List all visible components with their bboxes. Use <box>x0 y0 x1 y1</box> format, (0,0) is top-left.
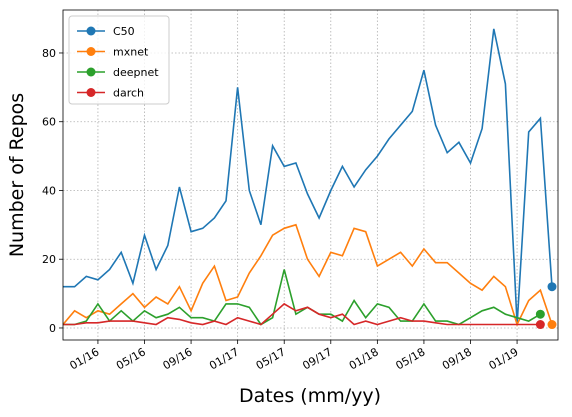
data-line <box>62 223 553 327</box>
x-tick-label: 01/17 <box>207 345 241 372</box>
data-line <box>63 28 553 325</box>
x-axis-label: Dates (mm/yy) <box>239 385 381 407</box>
end-marker <box>535 309 545 319</box>
y-tick-label: 40 <box>42 184 56 197</box>
legend: C50 mxnet deepnet darch <box>68 15 170 105</box>
x-tick-label: 01/19 <box>487 345 521 372</box>
legend-label: deepnet <box>113 66 159 79</box>
x-tick-label: 01/18 <box>347 345 381 372</box>
x-tick-label: 05/17 <box>254 345 288 372</box>
end-marker <box>547 320 557 330</box>
y-tick-label: 20 <box>42 253 56 266</box>
x-tick-label: 09/16 <box>161 345 195 372</box>
x-tick-label: 09/18 <box>440 345 474 372</box>
data-line <box>63 302 541 326</box>
legend-marker <box>86 88 96 97</box>
end-marker <box>547 282 557 292</box>
legend-label: mxnet <box>113 46 149 59</box>
y-tick-label: 0 <box>49 322 56 335</box>
legend-marker <box>86 26 96 36</box>
legend-label: darch <box>113 87 144 100</box>
legend-label: C50 <box>113 25 135 38</box>
y-tick-label: 80 <box>42 47 56 60</box>
y-axis-label: Number of Repos <box>6 93 28 257</box>
legend-box <box>68 15 170 105</box>
x-tick-label: 05/18 <box>393 345 427 372</box>
end-marker <box>535 320 545 330</box>
legend-marker <box>86 47 96 56</box>
x-tick-label: 09/17 <box>300 345 334 372</box>
x-tick-label: 01/16 <box>67 345 101 372</box>
y-tick-label: 60 <box>42 116 56 129</box>
legend-marker <box>86 67 96 77</box>
data-line <box>63 269 541 326</box>
x-tick-label: 05/16 <box>114 345 148 372</box>
plot-frame <box>62 9 559 341</box>
